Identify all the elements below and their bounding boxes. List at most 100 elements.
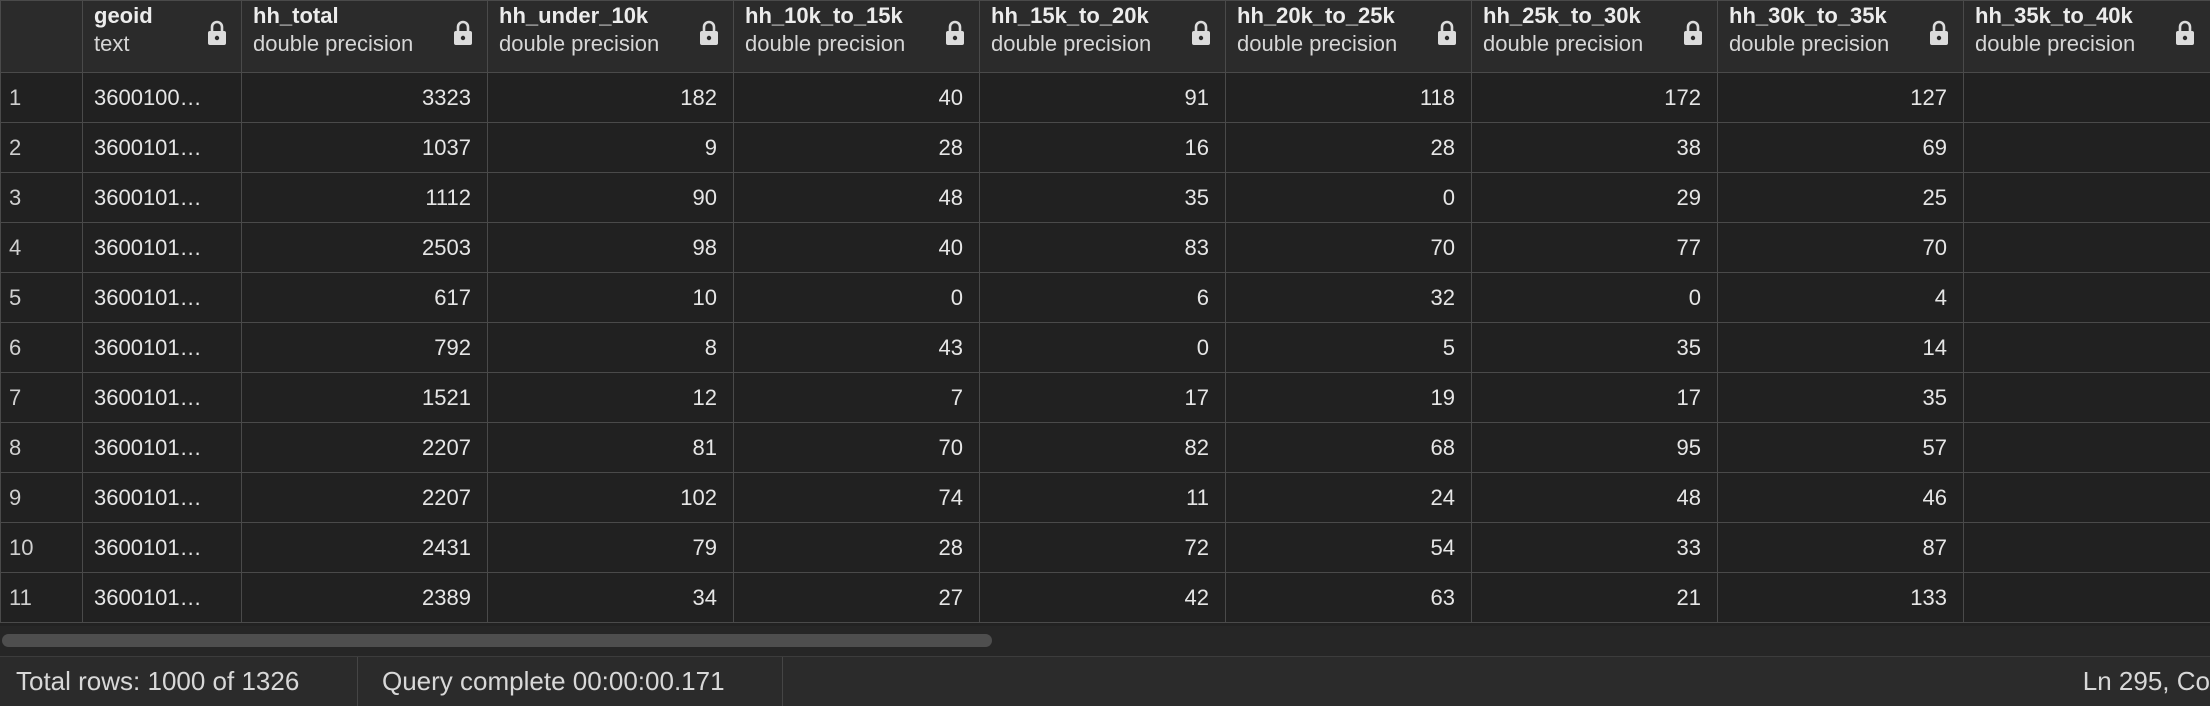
table-cell[interactable]: 98: [487, 222, 734, 273]
table-cell[interactable]: 3600100…: [82, 72, 242, 123]
column-header-hh-under-10k[interactable]: hh_under_10k double precision: [487, 0, 734, 73]
table-cell[interactable]: 1112: [241, 172, 488, 223]
table-cell[interactable]: 38: [1471, 122, 1718, 173]
row-number[interactable]: 2: [0, 122, 83, 173]
table-cell[interactable]: 3600101…: [82, 522, 242, 573]
row-number[interactable]: 5: [0, 272, 83, 323]
table-cell[interactable]: 2431: [241, 522, 488, 573]
row-number[interactable]: 8: [0, 422, 83, 473]
table-cell[interactable]: 54: [1225, 522, 1472, 573]
table-cell[interactable]: 12: [487, 372, 734, 423]
column-header-hh-15k-to-20k[interactable]: hh_15k_to_20k double precision: [979, 0, 1226, 73]
table-cell[interactable]: 9: [487, 122, 734, 173]
row-number[interactable]: 7: [0, 372, 83, 423]
table-cell[interactable]: 35: [1471, 322, 1718, 373]
table-cell[interactable]: 27: [733, 572, 980, 623]
table-cell[interactable]: 34: [487, 572, 734, 623]
table-cell[interactable]: 28: [733, 122, 980, 173]
table-cell[interactable]: 127: [1963, 472, 2210, 523]
scrollbar-thumb[interactable]: [2, 634, 992, 647]
table-cell[interactable]: 81: [487, 422, 734, 473]
table-cell[interactable]: 1521: [241, 372, 488, 423]
table-cell[interactable]: 0: [733, 272, 980, 323]
table-cell[interactable]: 48: [733, 172, 980, 223]
table-cell[interactable]: 182: [487, 72, 734, 123]
row-number[interactable]: 11: [0, 572, 83, 623]
table-cell[interactable]: 3600101…: [82, 422, 242, 473]
table-cell[interactable]: 82: [979, 422, 1226, 473]
table-cell[interactable]: 11: [979, 472, 1226, 523]
table-cell[interactable]: 3600101…: [82, 572, 242, 623]
row-number[interactable]: 4: [0, 222, 83, 273]
table-cell[interactable]: 95: [1471, 422, 1718, 473]
table-cell[interactable]: 68: [1225, 422, 1472, 473]
table-cell[interactable]: 3600101…: [82, 172, 242, 223]
table-cell[interactable]: 8: [487, 322, 734, 373]
table-cell[interactable]: 792: [241, 322, 488, 373]
table-cell[interactable]: 14: [1717, 322, 1964, 373]
table-cell[interactable]: 87: [1717, 522, 1964, 573]
table-cell[interactable]: 127: [1717, 72, 1964, 123]
table-cell[interactable]: 72: [979, 522, 1226, 573]
table-cell[interactable]: 67: [1963, 222, 2210, 273]
table-cell[interactable]: 42: [979, 572, 1226, 623]
table-cell[interactable]: 19: [1225, 372, 1472, 423]
table-cell[interactable]: 29: [1471, 172, 1718, 223]
table-cell[interactable]: 617: [241, 272, 488, 323]
table-cell[interactable]: 70: [733, 422, 980, 473]
table-cell[interactable]: 172: [1471, 72, 1718, 123]
table-cell[interactable]: 54: [1963, 172, 2210, 223]
table-cell[interactable]: 2207: [241, 472, 488, 523]
table-cell[interactable]: 0: [979, 322, 1226, 373]
table-cell[interactable]: 3600101…: [82, 372, 242, 423]
table-cell[interactable]: 70: [1717, 222, 1964, 273]
table-cell[interactable]: 133: [1717, 572, 1964, 623]
column-header-geoid[interactable]: geoid text: [82, 0, 242, 73]
table-cell[interactable]: 102: [487, 472, 734, 523]
table-cell[interactable]: 83: [979, 222, 1226, 273]
table-cell[interactable]: 40: [733, 222, 980, 273]
table-cell[interactable]: 5: [1225, 322, 1472, 373]
table-cell[interactable]: 16: [979, 122, 1226, 173]
row-number[interactable]: 9: [0, 472, 83, 523]
table-cell[interactable]: 90: [487, 172, 734, 223]
table-cell[interactable]: 2503: [241, 222, 488, 273]
table-cell[interactable]: 40: [733, 72, 980, 123]
table-cell[interactable]: 3600101…: [82, 122, 242, 173]
table-cell[interactable]: 91: [979, 72, 1226, 123]
horizontal-scrollbar[interactable]: [0, 626, 2210, 656]
table-cell[interactable]: 3323: [241, 72, 488, 123]
table-cell[interactable]: 3600101…: [82, 222, 242, 273]
table-cell[interactable]: 2207: [241, 422, 488, 473]
table-cell[interactable]: 92: [1963, 572, 2210, 623]
table-cell[interactable]: 35: [1963, 122, 2210, 173]
table-cell[interactable]: 3600101…: [82, 472, 242, 523]
table-cell[interactable]: 1037: [241, 122, 488, 173]
row-number[interactable]: 3: [0, 172, 83, 223]
table-cell[interactable]: 74: [733, 472, 980, 523]
table-cell[interactable]: 43: [733, 322, 980, 373]
table-cell[interactable]: 76: [1963, 522, 2210, 573]
table-cell[interactable]: 69: [1717, 122, 1964, 173]
table-cell[interactable]: 48: [1471, 472, 1718, 523]
table-cell[interactable]: 4: [1717, 272, 1964, 323]
table-cell[interactable]: 3600101…: [82, 322, 242, 373]
column-header-hh-10k-to-15k[interactable]: hh_10k_to_15k double precision: [733, 0, 980, 73]
table-cell[interactable]: 6: [979, 272, 1226, 323]
table-cell[interactable]: 21: [1471, 572, 1718, 623]
table-cell[interactable]: 77: [1471, 222, 1718, 273]
table-cell[interactable]: 3600101…: [82, 272, 242, 323]
column-header-hh-30k-to-35k[interactable]: hh_30k_to_35k double precision: [1717, 0, 1964, 73]
table-cell[interactable]: 17: [979, 372, 1226, 423]
table-cell[interactable]: 0: [1471, 272, 1718, 323]
